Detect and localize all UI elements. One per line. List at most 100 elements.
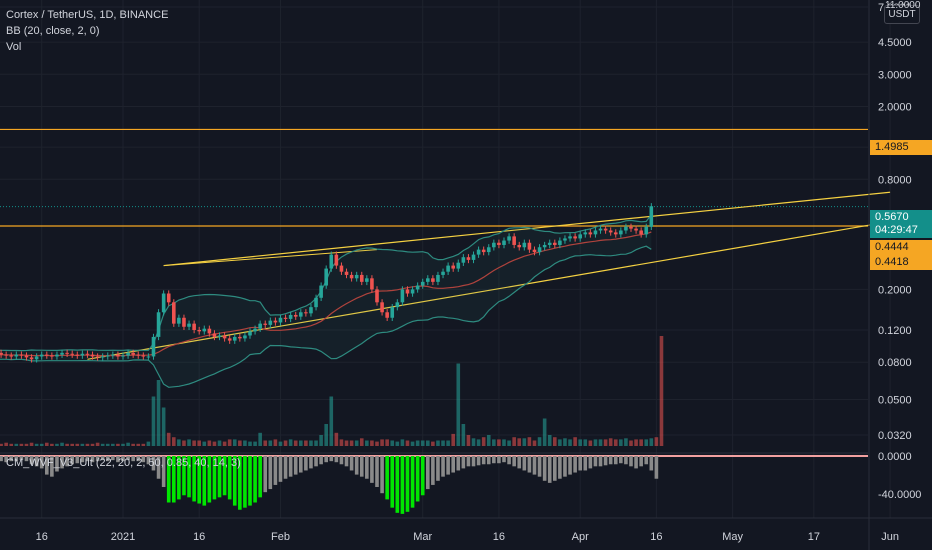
volume-bar xyxy=(436,440,440,446)
oscillator-bar xyxy=(39,456,44,469)
candle-body xyxy=(405,289,410,294)
time-tick-label: 16 xyxy=(650,531,662,543)
oscillator-bar xyxy=(608,456,613,465)
time-tick-label: 17 xyxy=(808,531,820,543)
oscillator-label[interactable]: CM_WVF_V3_Ult (22, 20, 2, 50, 0.85, 40, … xyxy=(6,457,241,469)
oscillator-bar xyxy=(34,456,39,467)
candle-body xyxy=(192,323,196,330)
time-tick-label: 16 xyxy=(36,531,48,543)
volume-bar xyxy=(344,440,349,446)
oscillator-bar xyxy=(309,456,313,469)
candle-body xyxy=(420,281,425,286)
volume-bar xyxy=(141,443,146,446)
oscillator-bar xyxy=(563,456,567,477)
volume-bar xyxy=(29,442,34,446)
oscillator-bar xyxy=(243,456,247,508)
volume-bar xyxy=(385,439,389,446)
volume-bar xyxy=(644,439,649,446)
volume-bar xyxy=(75,443,80,446)
volume-bar xyxy=(238,440,242,446)
hline-price-tag-lower2[interactable]: 0.4418 xyxy=(870,255,932,270)
candle-body xyxy=(415,285,420,290)
volume-bar xyxy=(380,439,384,446)
volume-bar xyxy=(563,438,567,446)
oscillator-bar xyxy=(324,456,328,463)
oscillator-bar xyxy=(400,456,405,514)
oscillator-bar xyxy=(613,456,618,465)
volume-bar xyxy=(354,440,359,446)
oscillator-bar xyxy=(370,456,374,483)
oscillator-bar xyxy=(329,456,334,462)
volume-bar xyxy=(476,439,481,446)
candle-body xyxy=(354,274,359,279)
volume-bar xyxy=(329,396,334,446)
candle-body xyxy=(34,356,39,360)
oscillator-bar xyxy=(461,456,466,469)
volume-bar xyxy=(263,440,268,446)
volume-bar xyxy=(85,443,90,446)
time-axis[interactable]: 16 2021 16 Feb Mar 16 Apr 16 May 17 Jun xyxy=(36,531,899,543)
candle-body xyxy=(334,254,339,266)
volume-bar xyxy=(70,443,74,446)
oscillator-bar xyxy=(426,456,430,490)
volume-bar xyxy=(288,439,293,446)
candle-body xyxy=(4,354,8,356)
candle-body xyxy=(573,236,577,239)
symbol-title[interactable]: Cortex / TetherUS, 1D, BINANCE xyxy=(6,9,169,21)
volume-bars xyxy=(0,336,664,446)
candle-body xyxy=(339,265,344,272)
oscillator-bar xyxy=(486,456,491,465)
candle-body xyxy=(151,336,156,357)
oscillator-bar xyxy=(542,456,547,481)
volume-indicator-label[interactable]: Vol xyxy=(6,41,22,53)
oscillator-bar xyxy=(24,456,29,462)
candle-body xyxy=(0,352,3,355)
oscillator-bar xyxy=(547,456,552,483)
oscillator-bar xyxy=(0,456,3,462)
candle-body xyxy=(75,354,80,356)
hline-price-tag-lower[interactable]: 0.4444 xyxy=(870,240,932,255)
volume-bar xyxy=(654,437,659,446)
volume-bar xyxy=(156,380,161,446)
oscillator-bar xyxy=(603,456,608,466)
volume-bar xyxy=(410,441,415,446)
oscillator-bar xyxy=(207,456,212,503)
oscillator-bar xyxy=(385,456,389,500)
currency-selector[interactable]: 11.0000 USDT xyxy=(884,0,920,24)
oscillator-bar xyxy=(90,456,95,463)
volume-bar xyxy=(309,440,313,446)
candle-body xyxy=(639,230,643,235)
candle-body xyxy=(258,323,262,329)
oscillator-bar xyxy=(197,456,201,504)
oscillator-bar xyxy=(100,456,105,461)
candle-body xyxy=(232,336,237,341)
volume-bar xyxy=(217,440,222,446)
candle-body xyxy=(100,356,105,358)
volume-bar xyxy=(95,442,100,446)
bb-indicator-label[interactable]: BB (20, close, 2, 0) xyxy=(6,25,100,37)
candle-body xyxy=(619,230,623,235)
candle-body xyxy=(182,317,186,327)
volume-bar xyxy=(497,439,501,446)
candle-body xyxy=(111,354,115,356)
candle-body xyxy=(446,265,450,272)
hline-price-tag-upper[interactable]: 1.4985 xyxy=(870,140,932,155)
volume-bar xyxy=(65,443,69,446)
volume-bar xyxy=(359,438,364,446)
oscillator-bar xyxy=(299,456,303,473)
volume-bar xyxy=(126,442,130,446)
candle-body xyxy=(268,320,273,325)
volume-bar xyxy=(131,443,135,446)
volume-bar xyxy=(172,437,176,446)
oscillator-bar xyxy=(105,456,110,462)
oscillator-bar xyxy=(19,456,24,461)
volume-bar xyxy=(222,441,227,446)
oscillator-bar xyxy=(619,456,623,464)
candle-body xyxy=(288,314,293,319)
candle-body xyxy=(19,354,24,356)
horizontal-lines[interactable] xyxy=(0,128,868,227)
candle-body xyxy=(14,354,19,357)
oscillator-bar xyxy=(553,456,557,481)
time-tick-label: Feb xyxy=(271,531,290,543)
